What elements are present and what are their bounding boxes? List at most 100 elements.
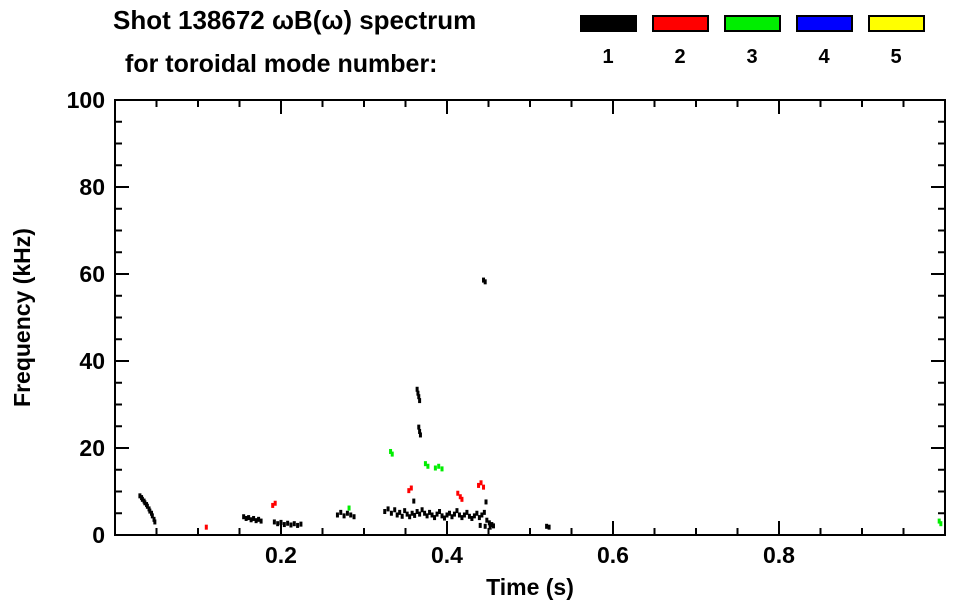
data-point-mode-1 <box>150 513 154 519</box>
x-tick-label: 0.6 <box>597 542 629 568</box>
legend-swatch-mode-5 <box>867 15 925 32</box>
data-point-mode-2 <box>271 502 275 508</box>
data-point-mode-1 <box>433 515 437 521</box>
data-point-mode-1 <box>259 518 263 524</box>
data-point-mode-1 <box>352 514 356 520</box>
data-point-mode-3 <box>440 466 444 472</box>
data-point-mode-2 <box>479 480 483 486</box>
data-point-mode-1 <box>296 522 300 528</box>
data-point-mode-1 <box>491 523 495 529</box>
data-point-mode-1 <box>150 510 154 516</box>
legend-label-mode-2: 2 <box>674 46 686 68</box>
data-point-mode-3 <box>389 448 393 454</box>
data-point-mode-2 <box>460 496 464 502</box>
data-point-mode-1 <box>440 513 444 519</box>
data-point-mode-1 <box>405 511 409 517</box>
legend-item-mode-4: 4 <box>795 15 853 67</box>
legend-item-mode-3: 3 <box>723 15 781 67</box>
data-point-mode-1 <box>450 514 454 520</box>
data-point-mode-1 <box>445 512 449 518</box>
data-point-mode-1 <box>286 520 290 526</box>
data-point-mode-1 <box>408 514 412 520</box>
y-axis-label: Frequency (kHz) <box>9 228 35 407</box>
legend-label-mode-4: 4 <box>818 46 830 68</box>
data-point-mode-1 <box>393 507 397 513</box>
data-point-mode-1 <box>335 512 339 518</box>
data-point-mode-1 <box>428 509 432 515</box>
data-point-mode-3 <box>937 518 941 524</box>
data-point-mode-2 <box>482 484 486 490</box>
data-point-mode-1 <box>138 493 142 499</box>
data-point-mode-1 <box>482 277 486 283</box>
legend-label-mode-5: 5 <box>890 46 902 68</box>
legend-swatch-mode-1 <box>579 15 637 32</box>
data-point-mode-1 <box>430 512 434 518</box>
data-point-mode-3 <box>426 463 430 469</box>
data-point-mode-1 <box>410 510 414 516</box>
y-tick-label: 0 <box>92 522 105 548</box>
data-point-mode-1 <box>487 520 491 526</box>
plot-frame <box>114 99 946 536</box>
data-point-mode-1 <box>143 500 147 506</box>
data-point-mode-1 <box>257 516 261 522</box>
data-point-mode-1 <box>152 516 156 522</box>
data-point-mode-1 <box>547 524 551 530</box>
data-point-mode-1 <box>460 515 464 521</box>
data-point-mode-1 <box>383 509 387 515</box>
legend-swatch-mode-3 <box>723 15 781 32</box>
data-point-mode-1 <box>412 498 416 504</box>
data-point-mode-2 <box>407 488 411 494</box>
x-tick-label: 0.4 <box>431 542 463 568</box>
data-point-mode-1 <box>470 515 474 521</box>
data-point-mode-1 <box>289 522 293 528</box>
data-point-mode-1 <box>292 521 296 527</box>
data-point-mode-1 <box>242 514 246 520</box>
mode-legend: 1 2 3 4 5 <box>579 15 925 67</box>
chart-subtitle: for toroidal mode number: <box>125 50 438 78</box>
data-point-mode-1 <box>282 522 286 528</box>
data-point-mode-2 <box>458 494 462 500</box>
y-tick-label: 20 <box>79 435 105 461</box>
data-point-mode-3 <box>939 521 943 527</box>
data-point-mode-2 <box>456 490 460 496</box>
data-point-mode-1 <box>345 510 349 516</box>
data-point-mode-1 <box>545 523 549 529</box>
data-point-mode-1 <box>254 518 258 524</box>
data-point-mode-1 <box>400 513 404 519</box>
data-point-mode-1 <box>482 509 486 515</box>
data-point-mode-1 <box>403 508 407 514</box>
data-point-mode-1 <box>299 521 303 527</box>
legend-label-mode-1: 1 <box>602 46 614 68</box>
data-point-mode-3 <box>423 461 427 467</box>
data-point-mode-3 <box>390 451 394 457</box>
data-point-mode-1 <box>153 519 157 525</box>
data-point-mode-1 <box>416 390 420 396</box>
data-point-mode-1 <box>418 428 422 434</box>
legend-item-mode-1: 1 <box>579 15 637 67</box>
data-point-mode-1 <box>140 496 144 502</box>
x-tick-label: 0.8 <box>763 542 795 568</box>
data-point-mode-1 <box>483 523 487 529</box>
data-point-mode-1 <box>438 509 442 515</box>
data-point-mode-1 <box>477 515 481 521</box>
x-tick-label: 0.2 <box>265 542 297 568</box>
data-point-mode-1 <box>389 510 393 516</box>
data-point-mode-1 <box>386 506 390 512</box>
data-point-mode-1 <box>484 499 488 505</box>
legend-label-mode-3: 3 <box>746 46 758 68</box>
y-tick-label: 80 <box>79 174 105 200</box>
data-point-mode-1 <box>395 512 399 518</box>
data-point-mode-1 <box>244 515 248 521</box>
y-tick-label: 40 <box>79 348 105 374</box>
data-point-mode-1 <box>457 512 461 518</box>
data-point-mode-1 <box>447 510 451 516</box>
data-point-mode-1 <box>279 519 283 525</box>
data-point-mode-1 <box>415 509 419 515</box>
y-tick-label: 60 <box>79 261 105 287</box>
data-point-mode-1 <box>342 513 346 519</box>
data-point-mode-2 <box>273 500 277 506</box>
data-point-mode-1 <box>276 521 280 527</box>
data-point-mode-1 <box>339 509 343 515</box>
data-point-mode-1 <box>415 386 419 392</box>
data-point-mode-1 <box>455 508 459 514</box>
